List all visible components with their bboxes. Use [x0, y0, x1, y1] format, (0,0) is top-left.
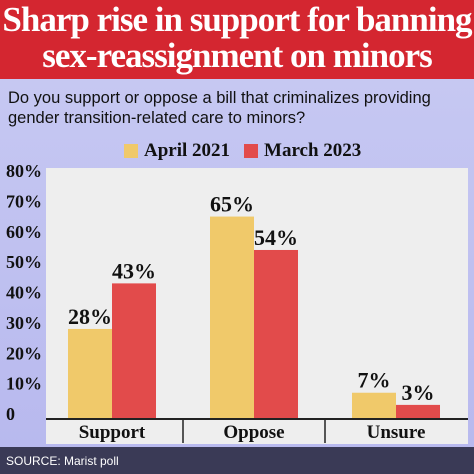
y-tick-label: 40% — [6, 283, 42, 303]
header-banner: Sharp rise in support for banning sex-re… — [0, 0, 474, 79]
y-tick-label: 30% — [6, 313, 42, 333]
bar-unsure-march-2023 — [396, 404, 440, 419]
chart-question: Do you support or oppose a bill that cri… — [8, 89, 431, 127]
bar-oppose-march-2023 — [254, 249, 298, 419]
legend-label-april-2021: April 2021 — [144, 140, 231, 161]
x-tick-label-unsure: Unsure — [367, 422, 426, 443]
legend-label-march-2023: March 2023 — [264, 140, 362, 161]
legend-item-april-2021: April 2021 — [124, 140, 230, 162]
bar-unsure-april-2021 — [352, 392, 396, 419]
chart-legend: April 2021 March 2023 — [124, 138, 375, 164]
y-tick-label: 50% — [6, 252, 42, 272]
page-title: Sharp rise in support for banning sex-re… — [0, 2, 474, 74]
legend-swatch-april-2021 — [124, 144, 138, 158]
title-line-2: sex-reassignment on minors — [42, 36, 432, 75]
data-label: 3% — [402, 380, 435, 405]
y-tick-label: 80% — [6, 161, 42, 181]
data-label: 54% — [254, 225, 298, 250]
y-tick-label: 60% — [6, 222, 42, 242]
y-tick-label: 70% — [6, 191, 42, 211]
bar-support-march-2023 — [112, 283, 156, 419]
source-note: SOURCE: Marist poll — [6, 454, 119, 468]
x-axis-strip — [46, 419, 468, 444]
data-label: 7% — [358, 368, 391, 393]
data-label: 43% — [112, 258, 156, 283]
legend-swatch-march-2023 — [244, 144, 259, 158]
legend-item-march-2023: March 2023 — [244, 140, 361, 162]
title-line-1: Sharp rise in support for banning — [2, 0, 472, 39]
x-tick-label-support: Support — [79, 422, 146, 443]
footer-bar — [0, 447, 474, 474]
data-label: 28% — [68, 304, 112, 329]
bar-support-april-2021 — [68, 328, 112, 419]
data-label: 65% — [210, 192, 254, 217]
y-tick-label: 10% — [6, 374, 42, 394]
x-tick-label-oppose: Oppose — [223, 422, 284, 443]
y-tick-label: 20% — [6, 343, 42, 363]
y-tick-label: 0 — [6, 404, 15, 424]
bar-oppose-april-2021 — [210, 216, 254, 419]
